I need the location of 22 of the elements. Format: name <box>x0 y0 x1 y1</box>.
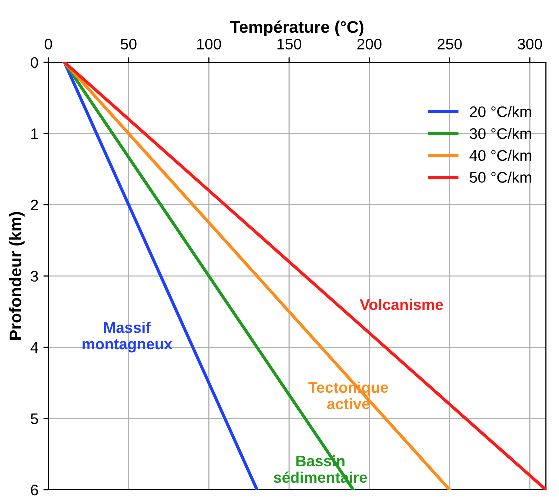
x-tick-label: 100 <box>198 38 222 50</box>
legend-label: 50 °C/km <box>470 172 532 184</box>
legend-label: 40 °C/km <box>470 150 532 162</box>
y-tick-label: 0 <box>31 57 38 68</box>
annotation: Volcanisme <box>360 299 444 310</box>
y-tick-label: 4 <box>30 342 38 354</box>
y-tick-label: 1 <box>32 128 38 140</box>
x-tick-label: 150 <box>278 38 302 50</box>
y-axis-title: Profondeur (km) <box>9 212 25 340</box>
y-tick-label: 6 <box>31 484 38 496</box>
x-tick-label: 200 <box>358 38 382 50</box>
x-tick-label: 50 <box>120 38 137 50</box>
legend-label: 20 °C/km <box>470 106 532 118</box>
x-tick-label: 300 <box>518 38 542 50</box>
y-tick-label: 5 <box>31 414 38 424</box>
annotation: Massif montagneux <box>82 322 173 353</box>
legend-label: 30 °C/km <box>470 128 532 140</box>
x-axis-title: Température (°C) <box>230 20 364 36</box>
x-tick-label: 250 <box>438 38 462 50</box>
y-tick-label: 2 <box>31 200 38 211</box>
x-tick-label: 0 <box>44 38 52 50</box>
y-tick-label: 3 <box>30 271 38 282</box>
